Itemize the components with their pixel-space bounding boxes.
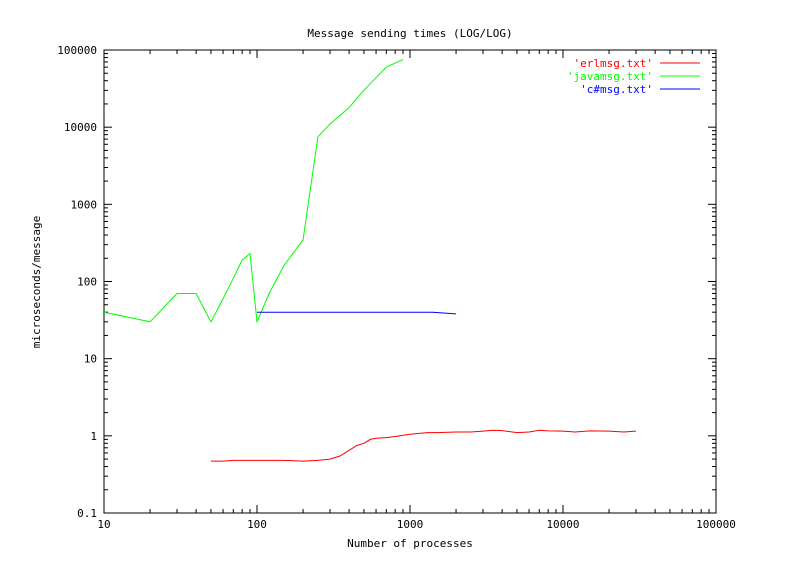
- y-tick-label: 1000: [71, 198, 98, 211]
- y-tick-label: 100000: [57, 44, 97, 57]
- x-tick-label: 10: [97, 518, 110, 531]
- series-lines: [103, 59, 637, 462]
- series-line-2: [257, 311, 457, 315]
- y-tick-label: 0.1: [77, 507, 97, 520]
- x-tick-label: 10000: [546, 518, 579, 531]
- axis-tick-labels: 10 100 1000 10000 100000 0.1 1 10 100 1000 10000 10…: [57, 44, 736, 531]
- x-tick-label: 1000: [397, 518, 424, 531]
- legend-label: 'javamsg.txt': [567, 70, 653, 83]
- series-line-0: [210, 429, 637, 462]
- legend-label: 'c#msg.txt': [580, 83, 653, 96]
- y-tick-label: 10: [84, 353, 97, 366]
- legend: 'erlmsg.txt''javamsg.txt''c#msg.txt': [567, 57, 700, 96]
- x-axis-label: Number of processes: [347, 537, 473, 550]
- y-tick-label: 10000: [64, 121, 97, 134]
- chart-title: Message sending times (LOG/LOG): [307, 27, 512, 40]
- legend-label: 'erlmsg.txt': [574, 57, 653, 70]
- x-tick-label: 100000: [696, 518, 736, 531]
- y-axis-label: microseconds/message: [30, 216, 43, 348]
- series-line-1: [103, 59, 404, 324]
- y-tick-label: 1: [90, 430, 97, 443]
- y-tick-label: 100: [77, 276, 97, 289]
- plot-frame: [103, 49, 717, 514]
- x-tick-label: 100: [247, 518, 267, 531]
- axis-ticks: [103, 49, 717, 514]
